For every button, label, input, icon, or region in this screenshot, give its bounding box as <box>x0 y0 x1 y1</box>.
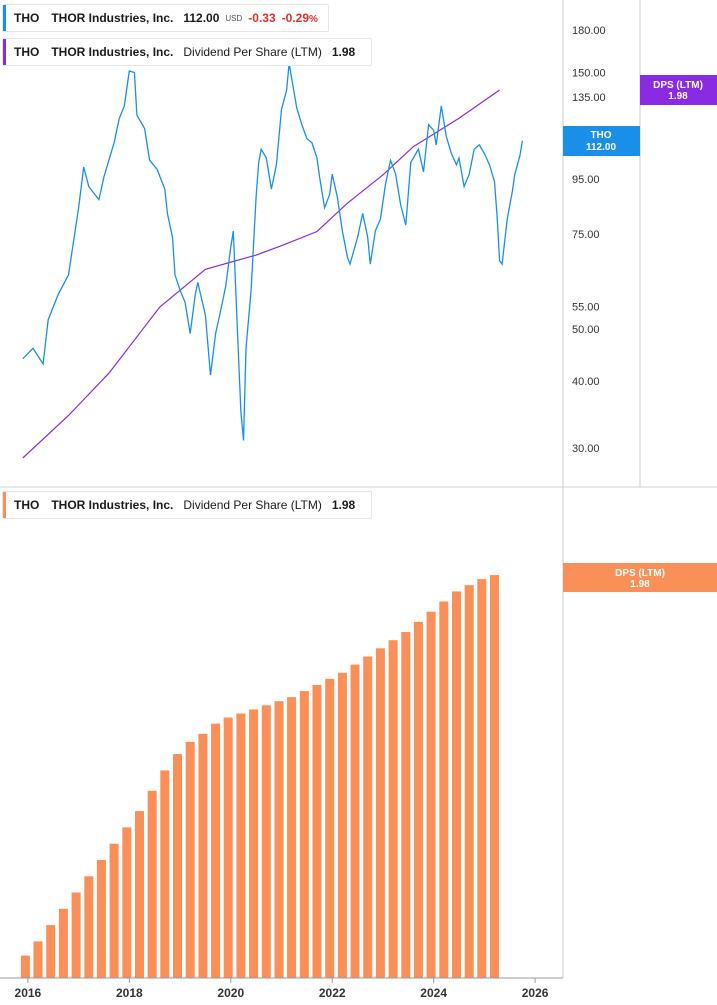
dps-top-tag-label: DPS (LTM) <box>653 80 703 91</box>
dividend-bar <box>71 892 81 978</box>
dps-bottom-tag-label: DPS (LTM) <box>615 568 665 579</box>
dividend-bar <box>426 611 436 978</box>
legend-dps-bottom-metric: Dividend Per Share (LTM) <box>183 498 322 512</box>
dividend-bar <box>287 697 297 978</box>
price-tag-ticker: THO <box>590 130 611 141</box>
dividend-bar <box>325 678 335 978</box>
price-y-tick-label: 40.00 <box>572 376 600 388</box>
legend-price-value: 112.00 <box>183 11 220 25</box>
price-tag-value: 112.00 <box>586 142 616 153</box>
dividend-bar <box>58 908 68 978</box>
x-tick-label: 2026 <box>522 986 549 1000</box>
dividend-bar <box>350 664 360 978</box>
dividend-bar <box>96 860 106 978</box>
dps-bottom-tag-value: 1.98 <box>630 579 650 590</box>
price-y-tick-label: 30.00 <box>572 443 600 455</box>
legend-dps-bottom-value: 1.98 <box>331 498 356 512</box>
dividend-bar <box>198 733 208 978</box>
dividend-panel: 2.00 DPS (LTM) 1.98 <box>20 487 717 979</box>
dividend-bar <box>20 955 30 978</box>
legend-dps-top: THO THOR Industries, Inc. Dividend Per S… <box>2 38 373 66</box>
price-tag: THO 112.00 <box>563 126 640 156</box>
price-color-swatch <box>3 5 6 31</box>
dps-line-series <box>22 89 500 459</box>
dividend-bar <box>312 685 322 978</box>
price-y-tick-label: 75.00 <box>572 229 600 241</box>
legend-dps-top-ticker: THO <box>14 45 40 59</box>
legend-dps-top-name: THOR Industries, Inc. <box>51 45 174 59</box>
dividend-bar <box>33 941 43 978</box>
legend-price: THO THOR Industries, Inc. 112.00 USD -0.… <box>2 4 329 32</box>
x-tick-label: 2022 <box>319 986 346 1000</box>
legend-company-name: THOR Industries, Inc. <box>51 11 174 25</box>
dividend-bar <box>135 811 144 978</box>
dividend-bar <box>160 770 170 978</box>
dividend-bar <box>147 790 157 978</box>
legend-change: -0.33 <box>248 11 276 25</box>
legend-change-pct: -0.29% <box>282 11 318 25</box>
legend-dps-bottom-name: THOR Industries, Inc. <box>51 498 174 512</box>
legend-currency: USD <box>225 13 243 23</box>
dividend-bar <box>211 723 221 978</box>
x-tick-label: 2020 <box>217 986 244 1000</box>
dividend-bar <box>249 709 259 978</box>
dividend-bar <box>337 672 347 979</box>
dividend-bar <box>109 843 119 978</box>
dividend-bar <box>401 632 411 978</box>
dividend-bar <box>452 591 461 978</box>
price-y-tick-label: 55.00 <box>572 302 600 314</box>
price-y-tick-label: 180.00 <box>572 25 606 37</box>
dps-bottom-tag: DPS (LTM) 1.98 <box>563 563 717 592</box>
price-y-tick-label: 95.00 <box>572 174 600 186</box>
dividend-bar <box>261 705 271 978</box>
x-tick-label: 2018 <box>116 986 143 1000</box>
x-tick-label: 2016 <box>15 986 42 1000</box>
dividend-bar <box>84 876 94 979</box>
dps-bar-color-swatch <box>3 492 6 518</box>
dividend-bar <box>274 701 284 978</box>
legend-dps-bottom-ticker: THO <box>14 498 40 512</box>
dividend-bar <box>122 827 132 978</box>
legend-ticker: THO <box>14 11 40 25</box>
legend-change-pct-value: -0.29 <box>281 11 310 25</box>
x-tick-label: 2024 <box>420 986 447 1000</box>
legend-dps-top-value: 1.98 <box>331 45 356 59</box>
dividend-bar <box>439 601 449 978</box>
dividend-bar <box>236 713 246 978</box>
dps-top-tag-value: 1.98 <box>668 91 688 102</box>
dps-line-color-swatch <box>3 39 6 65</box>
dividend-bar <box>173 754 182 978</box>
legend-dps-bottom: THO THOR Industries, Inc. Dividend Per S… <box>2 491 373 519</box>
dividend-bar <box>375 648 385 978</box>
price-y-tick-label: 50.00 <box>572 324 600 336</box>
dividend-bar <box>464 585 474 978</box>
price-y-tick-label: 135.00 <box>572 92 606 104</box>
dividend-bar <box>413 621 423 978</box>
dividend-bar <box>299 691 309 978</box>
price-panel: 180.00 150.00 135.00 95.00 75.00 55.00 50.00 40… <box>22 0 717 487</box>
price-line-series <box>22 63 524 441</box>
dividend-bar <box>46 925 56 978</box>
legend-dps-top-metric: Dividend Per Share (LTM) <box>183 45 322 59</box>
legend-pct-sign: % <box>309 14 318 25</box>
dividend-bar <box>477 579 487 978</box>
dividend-bar <box>490 575 499 978</box>
dividend-bar <box>388 640 398 978</box>
dividend-bar <box>363 656 373 978</box>
dividend-bar <box>223 717 233 978</box>
dividend-bar <box>185 741 195 978</box>
price-y-tick-label: 150.00 <box>572 68 606 80</box>
dps-top-tag: DPS (LTM) 1.98 <box>640 75 717 105</box>
